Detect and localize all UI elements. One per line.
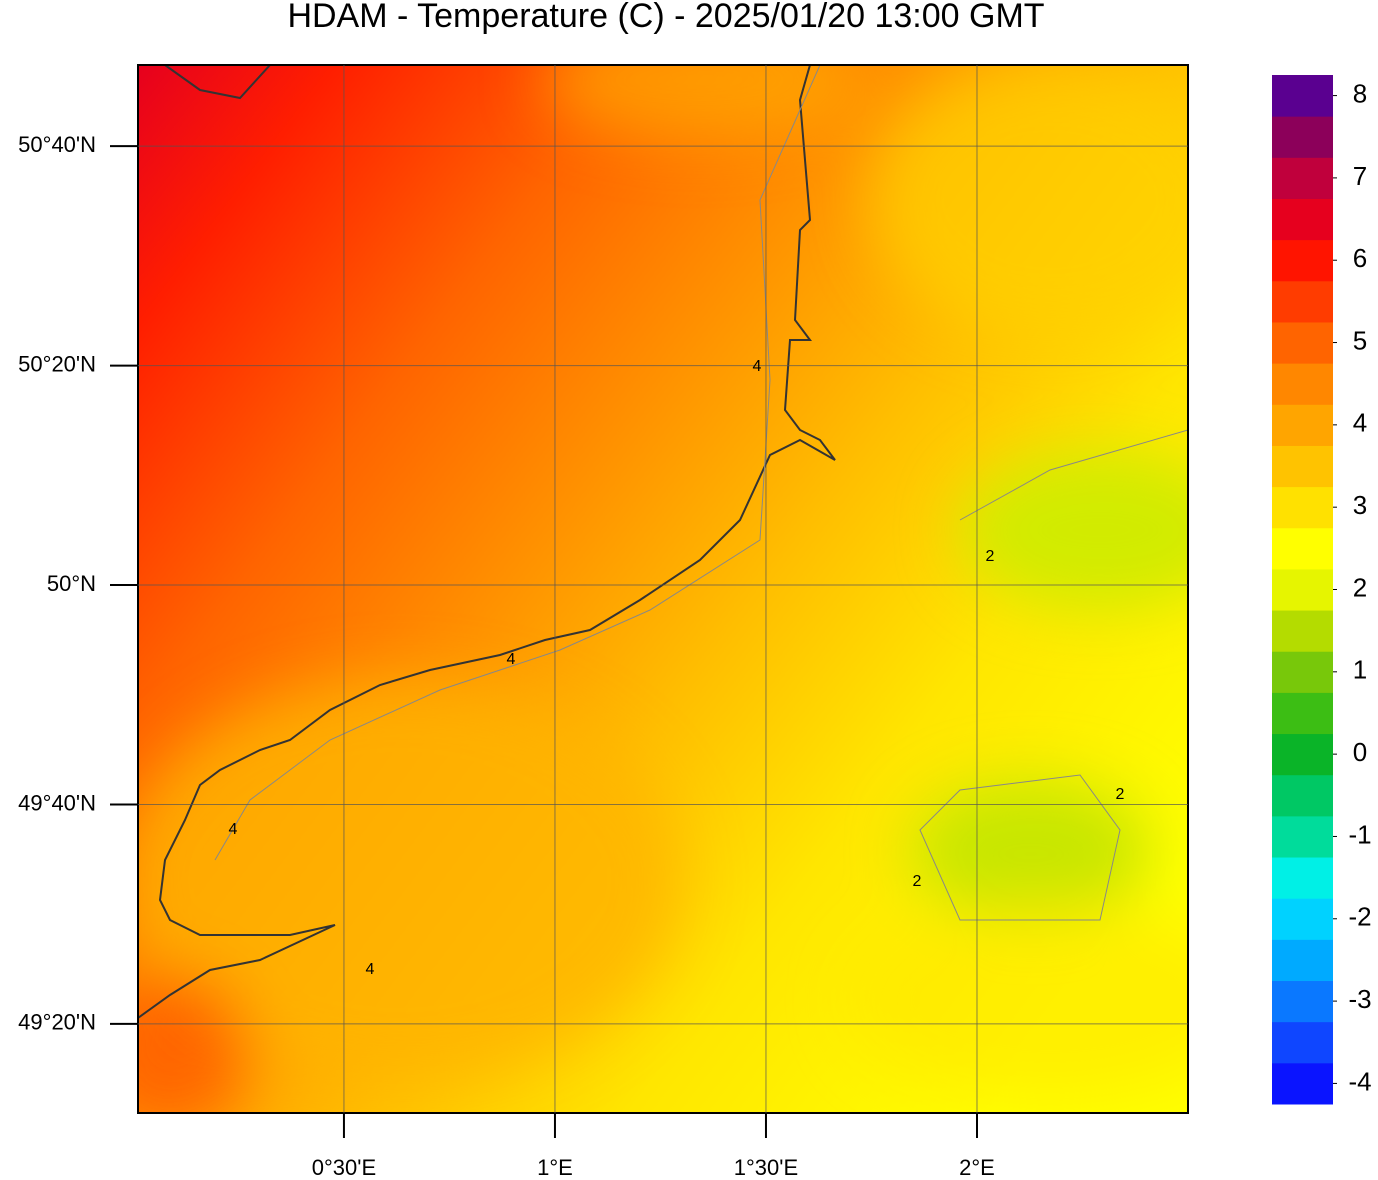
- colorbar-bin: [1272, 198, 1333, 241]
- colorbar-label: 1: [1353, 655, 1367, 685]
- colorbar-bin: [1272, 610, 1333, 652]
- colorbar-bin: [1272, 1062, 1333, 1105]
- colorbar-bin: [1272, 486, 1333, 529]
- contour-label: 4: [366, 961, 375, 978]
- colorbar-bin: [1272, 75, 1333, 117]
- colorbar-label: 6: [1353, 243, 1367, 273]
- colorbar-label: 3: [1353, 490, 1367, 520]
- map-title: HDAM - Temperature (C) - 2025/01/20 13:0…: [287, 0, 1044, 35]
- contour-label: 4: [753, 358, 762, 375]
- colorbar-bin: [1272, 280, 1333, 323]
- colorbar-bin: [1272, 774, 1333, 817]
- x-tick-label: 0°30'E: [312, 1155, 376, 1180]
- y-tick-label: 50°N: [47, 571, 96, 596]
- colorbar-bin: [1272, 898, 1333, 940]
- temperature-field: [138, 65, 1188, 1113]
- colorbar-bin: [1272, 527, 1333, 570]
- colorbar-label: 7: [1353, 161, 1367, 191]
- colorbar-bin: [1272, 239, 1333, 282]
- map-frame: [137, 64, 1189, 1114]
- colorbar-bin: [1272, 116, 1333, 158]
- colorbar-bin: [1272, 445, 1333, 488]
- colorbar-label: -2: [1348, 902, 1371, 932]
- colorbar-bin: [1272, 939, 1333, 982]
- colorbar-label: 2: [1353, 572, 1367, 602]
- colorbar-bin: [1272, 568, 1333, 611]
- x-tick-label: 1°30'E: [734, 1155, 798, 1180]
- contour-label: 2: [1116, 786, 1125, 803]
- colorbar-bin: [1272, 321, 1333, 364]
- colorbar-bin: [1272, 651, 1333, 693]
- colorbar-label: -3: [1348, 984, 1371, 1014]
- contour-label: 4: [229, 821, 238, 838]
- contour-label: 2: [986, 548, 995, 565]
- y-tick-label: 49°20'N: [18, 1010, 96, 1035]
- contour-label: 4: [507, 651, 516, 668]
- colorbar-bin: [1272, 1021, 1333, 1064]
- colorbar-bin: [1272, 157, 1333, 199]
- x-tick-label: 2°E: [959, 1155, 995, 1180]
- colorbar-bin: [1272, 980, 1333, 1023]
- colorbar-label: 4: [1353, 408, 1367, 438]
- colorbar-bin: [1272, 857, 1333, 899]
- colorbar-label: -4: [1348, 1066, 1371, 1096]
- colorbar-label: 5: [1353, 325, 1367, 355]
- colorbar-label: -1: [1348, 819, 1371, 849]
- colorbar-bin: [1272, 363, 1333, 405]
- colorbar-bin: [1272, 733, 1333, 776]
- colorbar-label: 8: [1353, 78, 1367, 108]
- y-tick-label: 50°40'N: [18, 132, 96, 157]
- colorbar-label: 0: [1353, 737, 1367, 767]
- y-tick-label: 50°20'N: [18, 351, 96, 376]
- colorbar-bin: [1272, 692, 1333, 735]
- y-tick-label: 49°40'N: [18, 790, 96, 815]
- x-tick-label: 1°E: [537, 1155, 573, 1180]
- colorbar-bin: [1272, 815, 1333, 858]
- colorbar-bin: [1272, 404, 1333, 446]
- contour-label: 2: [913, 873, 922, 890]
